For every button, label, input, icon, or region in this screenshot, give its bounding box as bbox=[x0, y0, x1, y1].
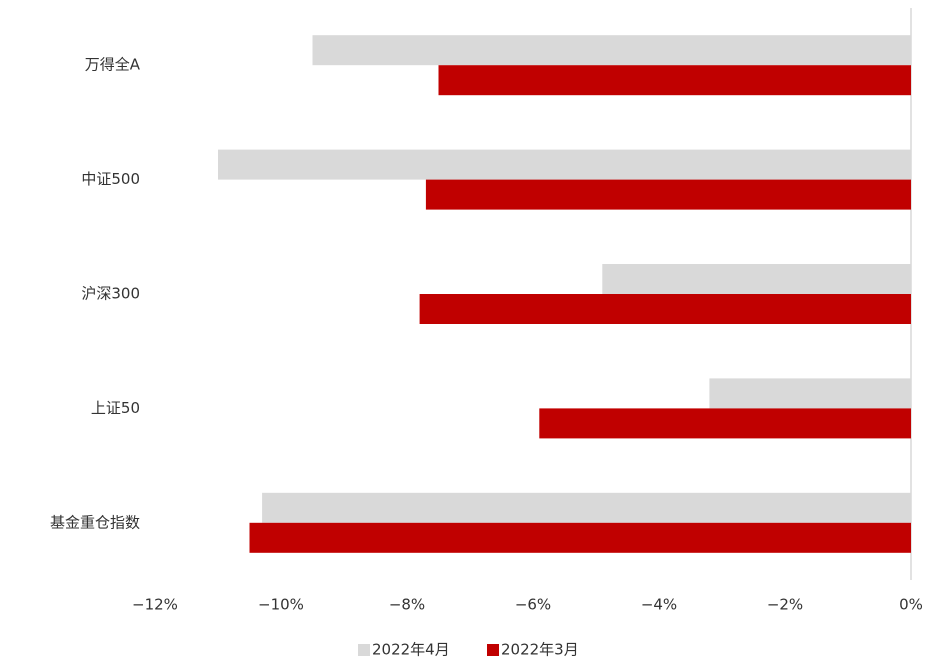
bar bbox=[218, 149, 911, 180]
legend-label: 2022年3月 bbox=[501, 641, 579, 659]
legend-swatch bbox=[358, 644, 370, 656]
y-tick-label: 中证500 bbox=[81, 170, 140, 188]
x-tick-label: −2% bbox=[767, 596, 803, 614]
y-tick-label: 万得全A bbox=[85, 56, 141, 74]
bar bbox=[419, 294, 911, 324]
bar bbox=[262, 492, 912, 523]
bar bbox=[602, 264, 911, 294]
x-tick-label: −4% bbox=[641, 596, 677, 614]
y-tick-label: 上证50 bbox=[91, 399, 140, 417]
bar bbox=[438, 65, 911, 96]
x-tick-label: 0% bbox=[899, 596, 923, 614]
x-tick-label: −8% bbox=[389, 596, 425, 614]
x-tick-label: −6% bbox=[515, 596, 551, 614]
legend-label: 2022年4月 bbox=[372, 641, 450, 659]
bar bbox=[249, 522, 911, 553]
x-tick-label: −10% bbox=[258, 596, 304, 614]
y-tick-label: 基金重仓指数 bbox=[50, 513, 140, 531]
y-tick-label: 沪深300 bbox=[81, 285, 140, 303]
bar bbox=[709, 378, 911, 409]
x-tick-label: −12% bbox=[132, 596, 178, 614]
legend-swatch bbox=[487, 644, 499, 656]
bar bbox=[539, 408, 911, 439]
bar bbox=[312, 35, 911, 66]
bar bbox=[425, 179, 911, 210]
